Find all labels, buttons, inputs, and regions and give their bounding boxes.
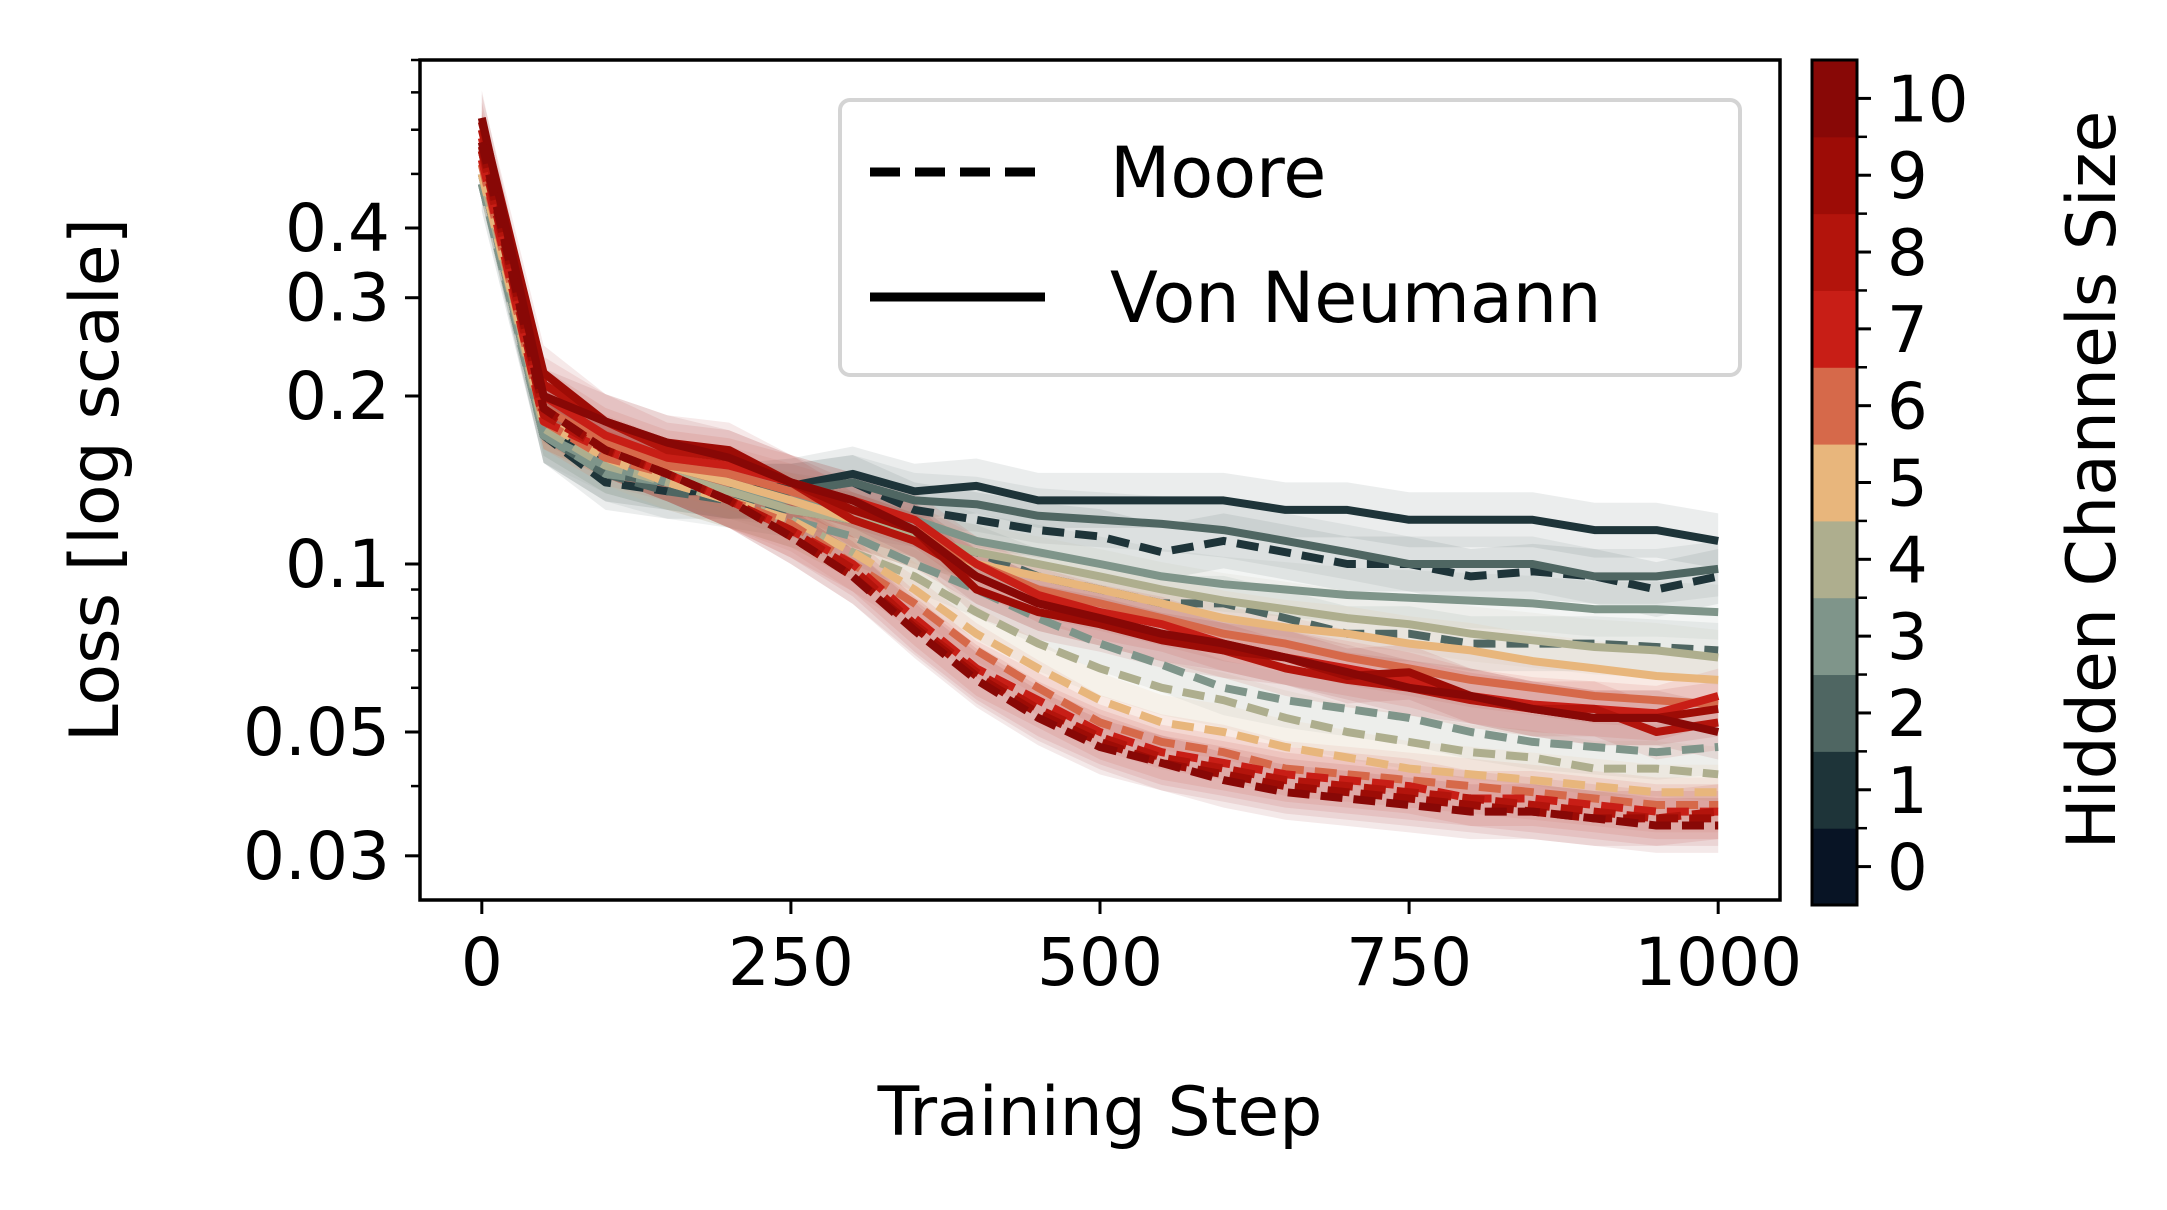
colorbar-tick-label: 9 (1887, 140, 1928, 214)
colorbar-tick-label: 1 (1887, 755, 1928, 829)
y-axis: 0.03 0.05 0.1 0.2 0.30.4 (243, 58, 420, 895)
band-size-3-von-neumann (481, 146, 1719, 640)
y-tick-label: 0.2 (285, 358, 390, 435)
y-tick-label: 0.05 (243, 694, 390, 771)
colorbar-tick-label: 5 (1887, 448, 1928, 522)
band-size-1-von-neumann (481, 123, 1719, 569)
colorbar-swatch-9 (1812, 136, 1857, 215)
colorbar-swatch-6 (1812, 367, 1857, 445)
legend: Moore Von Neumann (838, 98, 1742, 377)
colorbar-swatch-2 (1812, 674, 1857, 752)
series-line-size-5-moore (477, 172, 1719, 797)
series-line-size-10-von-neumann (477, 117, 1720, 736)
colorbar-title: Hidden Channels Size (2053, 111, 2132, 850)
x-tick-label: 0 (461, 924, 503, 1001)
colorbar-tick-label: 6 (1887, 371, 1928, 445)
y-tick-label: 0.1 (285, 526, 390, 603)
legend-label: Von Neumann (1110, 257, 1602, 339)
colorbar-swatch-7 (1812, 290, 1857, 368)
colorbar-swatch-3 (1812, 597, 1857, 676)
series-line-size-4-moore (477, 172, 1719, 779)
colorbar-tick-label: 0 (1887, 832, 1928, 906)
x-axis-title: Training Step (877, 1073, 1323, 1152)
colorbar-swatch-8 (1812, 213, 1857, 291)
colorbar-swatch-4 (1812, 520, 1857, 599)
y-tick-label: 0.03 (243, 818, 390, 895)
y-tick-label: 0.3 (285, 260, 390, 337)
band-size-3-moore (481, 156, 1719, 780)
x-tick-label: 250 (728, 924, 854, 1001)
colorbar-swatch-10 (1812, 60, 1857, 138)
x-tick-label: 1000 (1634, 924, 1802, 1001)
y-axis-title: Loss [log scale] (56, 218, 135, 742)
series-line-size-6-moore (477, 163, 1719, 809)
colorbar-swatch-1 (1812, 751, 1857, 829)
colorbar-tick-label: 10 (1887, 63, 1968, 137)
colorbar-tick-label: 8 (1887, 217, 1928, 291)
colorbar-tick-label: 4 (1887, 524, 1928, 598)
colorbar-swatch-5 (1812, 444, 1857, 522)
series-lines (477, 117, 1720, 830)
y-tick-label: 0.4 (285, 190, 390, 267)
colorbar-tick-label: 7 (1887, 294, 1928, 368)
x-axis: 0 250 500 750 1000 (461, 900, 1802, 1001)
colorbar-tick-label: 2 (1887, 678, 1928, 752)
colorbar-tick-label: 3 (1887, 601, 1928, 675)
legend-label: Moore (1110, 132, 1326, 214)
x-tick-label: 750 (1346, 924, 1472, 1001)
colorbar-swatch-0 (1812, 828, 1857, 906)
legend-box (838, 98, 1742, 377)
series-line-size-7-moore (477, 158, 1719, 816)
series-line-size-10-moore (477, 141, 1719, 830)
x-tick-label: 500 (1037, 924, 1163, 1001)
series-line-size-6-von-neumann (477, 149, 1719, 709)
